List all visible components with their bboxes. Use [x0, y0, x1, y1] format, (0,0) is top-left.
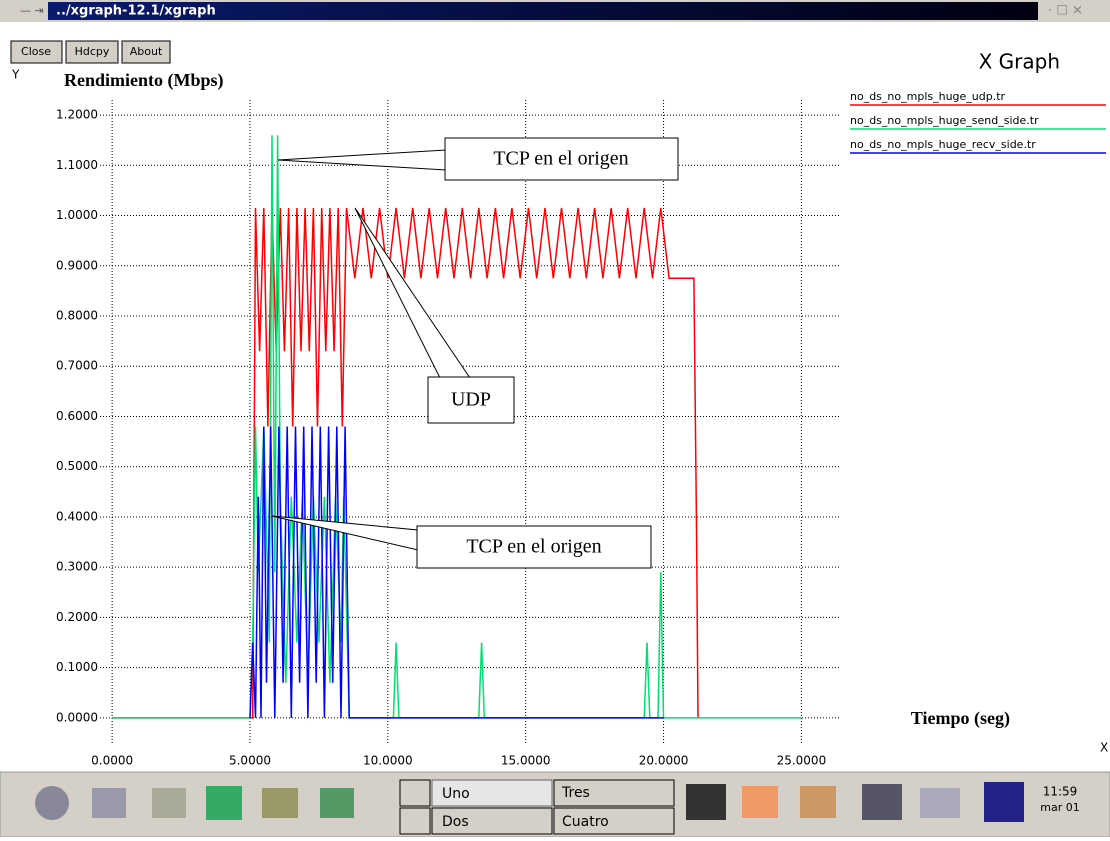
desktop-button[interactable] [431, 807, 553, 835]
callout-pointer [354, 207, 471, 379]
y-tick-label: 1.1000 [56, 158, 98, 172]
x-tick-label: 20.0000 [639, 754, 689, 768]
title-bar-fill [48, 2, 1038, 20]
y-tick-label: 0.3000 [56, 560, 98, 574]
window-controls[interactable]: · ☐ ✕ [1048, 4, 1083, 19]
x-tick-label: 25.0000 [777, 754, 827, 768]
taskbar: Uno Dos Tres Cuatro 11:59 mar 01 [0, 771, 1110, 838]
callout-pointer [277, 149, 447, 171]
y-tick-label: 1.0000 [56, 208, 98, 222]
close-button[interactable] [10, 40, 63, 64]
editor-icon[interactable] [742, 786, 778, 818]
desktop-tool[interactable] [399, 779, 431, 807]
x-tick-label: 5.0000 [229, 754, 271, 768]
y-tick-label: 0.0000 [56, 710, 98, 724]
y-tick-label: 0.2000 [56, 610, 98, 624]
terminal-icon[interactable] [206, 786, 242, 820]
hdcpy-label: Hdcpy [75, 45, 110, 58]
desktop-label: Tres [561, 785, 590, 801]
home-icon[interactable] [152, 788, 186, 818]
console-icon[interactable] [686, 784, 726, 820]
annotation-text: TCP en el origen [493, 148, 628, 170]
window-list-icon[interactable] [92, 788, 126, 818]
series-line [112, 207, 699, 719]
helm-icon[interactable] [984, 782, 1024, 822]
desktop-label: Uno [442, 786, 470, 802]
clock-date: mar 01 [1040, 801, 1079, 814]
annotations: TCP en el origen UDP TCP en el origen [271, 137, 679, 569]
toolbar: Close Hdcpy About [10, 40, 171, 64]
y-tick-label: 0.5000 [56, 459, 98, 473]
about-label: About [130, 45, 163, 58]
desktop-label: Dos [442, 814, 469, 830]
x-tick-label: 10.0000 [363, 754, 413, 768]
x-axis-title: Tiempo (seg) [911, 708, 1010, 729]
y-axis-letter: Y [11, 68, 20, 82]
lock-tool[interactable] [399, 807, 431, 835]
legend-label: no_ds_no_mpls_huge_send_side.tr [850, 114, 1039, 127]
x-axis-letter: X [1100, 741, 1108, 755]
series-line [249, 426, 664, 719]
desktop-label: Cuatro [562, 814, 609, 830]
annotation-text: TCP en el origen [466, 536, 601, 558]
window-title: ../xgraph-12.1/xgraph [56, 4, 216, 19]
desktop-button[interactable] [553, 779, 675, 807]
annotation-box [427, 376, 515, 424]
media-icon[interactable] [862, 784, 902, 820]
window-menu-icon[interactable]: — ⇥ [20, 4, 44, 17]
y-tick-label: 0.1000 [56, 660, 98, 674]
desktop-button[interactable] [431, 779, 553, 807]
y-tick-label: 0.6000 [56, 409, 98, 423]
annotation-text: UDP [451, 389, 491, 411]
hdcpy-button[interactable] [65, 40, 119, 64]
control-icon[interactable] [262, 788, 298, 818]
plot: 0.0000 0.1000 0.2000 0.3000 0.4000 0.5000 0.60… [56, 90, 1106, 768]
about-button[interactable] [121, 40, 171, 64]
app-name: X Graph [979, 50, 1060, 74]
kde-menu-icon[interactable] [35, 786, 69, 820]
help-icon[interactable] [320, 788, 354, 818]
y-tick-label: 0.7000 [56, 359, 98, 373]
close-label: Close [21, 45, 51, 58]
y-axis-title: Rendimiento (Mbps) [64, 70, 224, 91]
network-icon[interactable] [920, 788, 960, 818]
legend-label: no_ds_no_mpls_huge_recv_side.tr [850, 138, 1036, 151]
y-tick-label: 0.9000 [56, 258, 98, 272]
annotation-box [416, 525, 652, 569]
clock-time: 11:59 [1043, 785, 1078, 799]
y-tick-label: 0.8000 [56, 309, 98, 323]
y-tick-label: 0.4000 [56, 509, 98, 523]
x-tick-label: 15.0000 [501, 754, 551, 768]
legend-label: no_ds_no_mpls_huge_udp.tr [850, 90, 1006, 103]
y-tick-label: 1.2000 [56, 108, 98, 122]
x-tick-label: 0.0000 [91, 754, 133, 768]
mail-icon[interactable] [800, 786, 836, 818]
annotation-box [444, 137, 679, 181]
desktop-button[interactable] [553, 807, 675, 835]
